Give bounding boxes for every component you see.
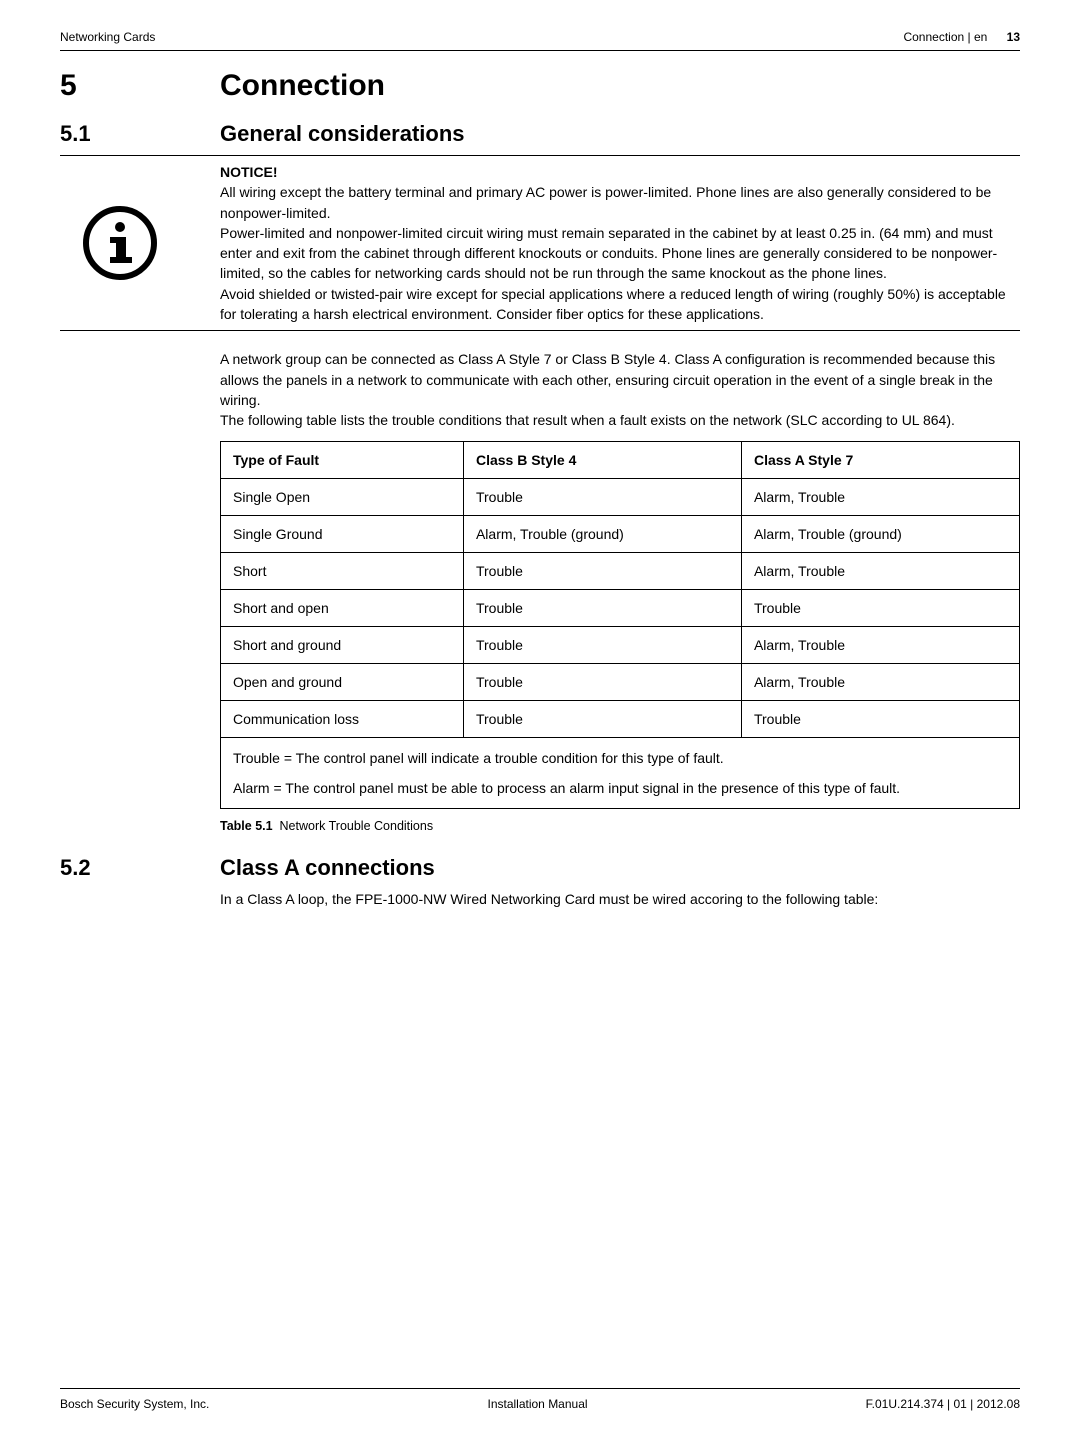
table-cell: Alarm, Trouble	[741, 663, 1019, 700]
col-header-classa: Class A Style 7	[741, 441, 1019, 478]
header-left: Networking Cards	[60, 30, 155, 44]
table-cell: Short and ground	[221, 626, 464, 663]
table-cell: Alarm, Trouble (ground)	[741, 515, 1019, 552]
table-cell: Alarm, Trouble	[741, 478, 1019, 515]
table-cell: Open and ground	[221, 663, 464, 700]
table-cell: Alarm, Trouble (ground)	[463, 515, 741, 552]
page-footer: Bosch Security System, Inc. Installation…	[60, 1388, 1020, 1411]
notice-heading: NOTICE!	[220, 162, 1020, 182]
table-header-row: Type of Fault Class B Style 4 Class A St…	[221, 441, 1020, 478]
header-right: Connection | en 13	[903, 30, 1020, 44]
table-cell: Trouble	[463, 478, 741, 515]
info-icon	[80, 203, 160, 283]
page: Networking Cards Connection | en 13 5 Co…	[0, 0, 1080, 1441]
page-header: Networking Cards Connection | en 13	[60, 30, 1020, 50]
table-row: Short and openTroubleTrouble	[221, 589, 1020, 626]
fault-table-container: Type of Fault Class B Style 4 Class A St…	[220, 441, 1020, 834]
table-cell: Alarm, Trouble	[741, 626, 1019, 663]
caption-label: Table 5.1	[220, 819, 273, 833]
col-header-classb: Class B Style 4	[463, 441, 741, 478]
table-row: ShortTroubleAlarm, Trouble	[221, 552, 1020, 589]
notice-text: NOTICE! All wiring except the battery te…	[220, 162, 1020, 324]
table-row: Single GroundAlarm, Trouble (ground)Alar…	[221, 515, 1020, 552]
table-row: Open and groundTroubleAlarm, Trouble	[221, 663, 1020, 700]
notice-body: All wiring except the battery terminal a…	[220, 182, 1020, 324]
section-5-title: Connection	[220, 69, 385, 103]
section-5-2-number: 5.2	[60, 855, 220, 881]
section-5-1-heading: 5.1 General considerations	[60, 121, 1020, 147]
table-footer-trouble: Trouble = The control panel will indicat…	[233, 748, 1007, 768]
table-cell: Short and open	[221, 589, 464, 626]
table-cell: Trouble	[463, 589, 741, 626]
header-page-number: 13	[1007, 30, 1020, 44]
table-cell: Alarm, Trouble	[741, 552, 1019, 589]
fault-table-body: Single OpenTroubleAlarm, TroubleSingle G…	[221, 478, 1020, 737]
table-cell: Trouble	[741, 589, 1019, 626]
table-cell: Trouble	[463, 663, 741, 700]
section-5-2-body: In a Class A loop, the FPE-1000-NW Wired…	[220, 889, 1020, 909]
col-header-fault: Type of Fault	[221, 441, 464, 478]
table-footer-cell: Trouble = The control panel will indicat…	[221, 737, 1020, 809]
table-footer-alarm: Alarm = The control panel must be able t…	[233, 778, 1007, 798]
notice-icon-cell	[60, 162, 220, 324]
footer-left: Bosch Security System, Inc.	[60, 1397, 209, 1411]
footer-center: Installation Manual	[487, 1397, 587, 1411]
footer-right: F.01U.214.374 | 01 | 2012.08	[866, 1397, 1020, 1411]
table-cell: Communication loss	[221, 700, 464, 737]
table-cell: Trouble	[463, 700, 741, 737]
notice-block: NOTICE! All wiring except the battery te…	[60, 155, 1020, 331]
fault-table-caption: Table 5.1 Network Trouble Conditions	[220, 819, 1020, 833]
section-5-heading: 5 Connection	[60, 69, 1020, 103]
table-cell: Short	[221, 552, 464, 589]
section-5-1-number: 5.1	[60, 121, 220, 147]
fault-table: Type of Fault Class B Style 4 Class A St…	[220, 441, 1020, 810]
intro-paragraph: A network group can be connected as Clas…	[220, 349, 1020, 430]
section-5-1-title: General considerations	[220, 121, 465, 147]
table-row: Short and groundTroubleAlarm, Trouble	[221, 626, 1020, 663]
header-section-label: Connection | en	[903, 30, 987, 44]
table-cell: Trouble	[463, 626, 741, 663]
table-row: Single OpenTroubleAlarm, Trouble	[221, 478, 1020, 515]
table-row: Communication lossTroubleTrouble	[221, 700, 1020, 737]
caption-text: Network Trouble Conditions	[280, 819, 434, 833]
table-cell: Trouble	[463, 552, 741, 589]
table-cell: Single Open	[221, 478, 464, 515]
table-cell: Single Ground	[221, 515, 464, 552]
table-cell: Trouble	[741, 700, 1019, 737]
section-5-number: 5	[60, 69, 220, 103]
section-5-2-heading: 5.2 Class A connections	[60, 855, 1020, 881]
header-rule	[60, 50, 1020, 51]
table-footer-row: Trouble = The control panel will indicat…	[221, 737, 1020, 809]
section-5-2-title: Class A connections	[220, 855, 435, 881]
